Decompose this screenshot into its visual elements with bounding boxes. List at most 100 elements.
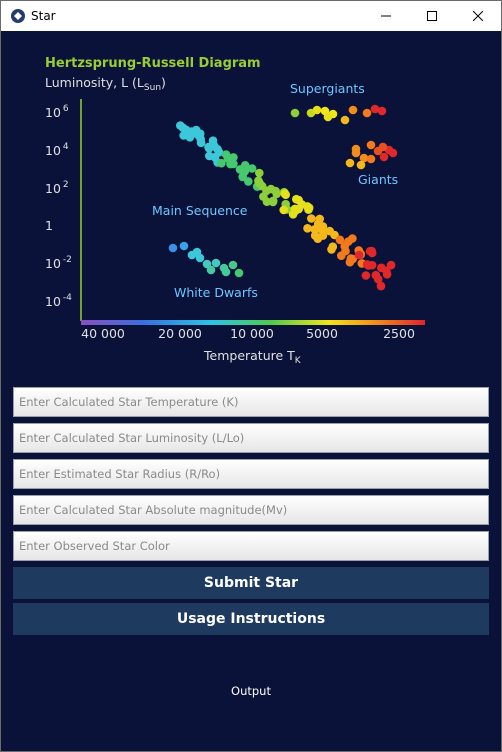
star-point (348, 254, 358, 264)
star-point (179, 241, 189, 251)
close-button[interactable] (455, 1, 501, 31)
star-point (361, 271, 371, 280)
x-tick-label: 5000 (306, 326, 338, 341)
star-point (307, 214, 316, 223)
star-point (377, 106, 387, 116)
star-point (318, 222, 328, 231)
window-title: Star (31, 9, 56, 23)
hr-diagram: Hertzsprung-Russell Diagram Luminosity, … (11, 41, 481, 371)
star-point (366, 140, 376, 150)
color-input[interactable] (13, 531, 489, 561)
usage-instructions-button[interactable]: Usage Instructions (13, 603, 489, 635)
star-point (351, 144, 361, 154)
star-point (271, 186, 280, 196)
star-point (327, 245, 336, 254)
star-point (196, 138, 206, 148)
y-tick-label: 10 -2 (45, 255, 72, 271)
star-point (229, 153, 238, 162)
star-point (226, 159, 235, 169)
y-tick-label: 10 6 (45, 104, 69, 120)
star-point (362, 108, 372, 118)
star-point (335, 235, 345, 245)
star-point (367, 246, 377, 256)
x-tick-label: 2500 (383, 326, 415, 341)
star-point (356, 160, 366, 170)
x-tick-label: 10 000 (230, 326, 274, 341)
star-point (341, 246, 350, 256)
star-point (373, 274, 383, 284)
star-point (185, 133, 195, 142)
star-point (168, 243, 178, 253)
x-tick-label: 40 000 (81, 326, 125, 341)
star-point (297, 200, 307, 209)
chart-title: Hertzsprung-Russell Diagram (45, 56, 261, 71)
luminosity-input[interactable] (13, 423, 489, 453)
star-point (221, 267, 231, 277)
output-label: Output (231, 684, 271, 698)
star-point (386, 260, 396, 270)
y-axis-label: Luminosity, L (LSun) (45, 75, 166, 93)
star-point (388, 148, 398, 158)
x-axis-label: Temperature TK (203, 348, 302, 366)
y-tick-label: 10 -4 (45, 293, 72, 309)
radius-input[interactable] (13, 459, 489, 489)
region-label-main-sequence: Main Sequence (152, 203, 248, 218)
star-point (206, 265, 216, 275)
star-point (348, 234, 357, 243)
star-point (318, 231, 328, 240)
star-point (340, 115, 350, 125)
star-point (292, 194, 301, 204)
star-point (214, 148, 224, 157)
star-point (376, 281, 386, 291)
star-point (257, 181, 267, 191)
star-point (382, 270, 392, 279)
x-tick-labels: 40 000 20 000 10 000 5000 2500 (81, 326, 415, 341)
title-bar: Star (1, 1, 501, 31)
magnitude-input[interactable] (13, 495, 489, 525)
star-point (345, 158, 355, 168)
star-point (323, 112, 333, 122)
star-point (370, 104, 380, 114)
star-point (234, 268, 244, 278)
maximize-icon (427, 11, 437, 21)
region-label-supergiants: Supergiants (290, 81, 365, 96)
star-point (366, 154, 376, 164)
star-point (193, 130, 203, 140)
star-point (247, 164, 257, 173)
submit-star-button[interactable]: Submit Star (13, 567, 489, 599)
y-tick-label: 10 2 (45, 180, 69, 196)
y-tick-label: 10 4 (45, 142, 69, 158)
star-point (348, 105, 358, 115)
star-point (367, 260, 377, 270)
minimize-icon (381, 15, 391, 17)
star-point (268, 197, 278, 207)
star-point (379, 152, 389, 162)
star-point (211, 258, 221, 268)
y-tick-labels: 10 6 10 4 10 2 1 10 -2 10 -4 (45, 104, 72, 309)
star-point (281, 190, 291, 199)
star-point (354, 250, 364, 260)
star-points (168, 104, 398, 291)
star-point (312, 105, 322, 115)
star-point (359, 153, 369, 163)
region-label-giants: Giants (358, 172, 398, 187)
region-label-white-dwarfs: White Dwarfs (174, 285, 258, 300)
star-point (304, 205, 313, 214)
star-point (378, 142, 388, 152)
star-point (290, 108, 300, 118)
star-point (255, 168, 264, 178)
maximize-button[interactable] (409, 1, 455, 31)
star-point (192, 247, 202, 257)
app-icon (11, 9, 25, 23)
y-tick-label: 1 (45, 218, 53, 233)
star-point (279, 205, 289, 215)
star-point (303, 224, 312, 233)
x-tick-label: 20 000 (158, 326, 202, 341)
star-point (217, 158, 226, 168)
temperature-input[interactable] (13, 387, 489, 417)
minimize-button[interactable] (363, 1, 409, 31)
star-point (315, 214, 325, 224)
star-point (240, 164, 249, 174)
star-point (262, 197, 272, 206)
star-point (244, 177, 253, 186)
